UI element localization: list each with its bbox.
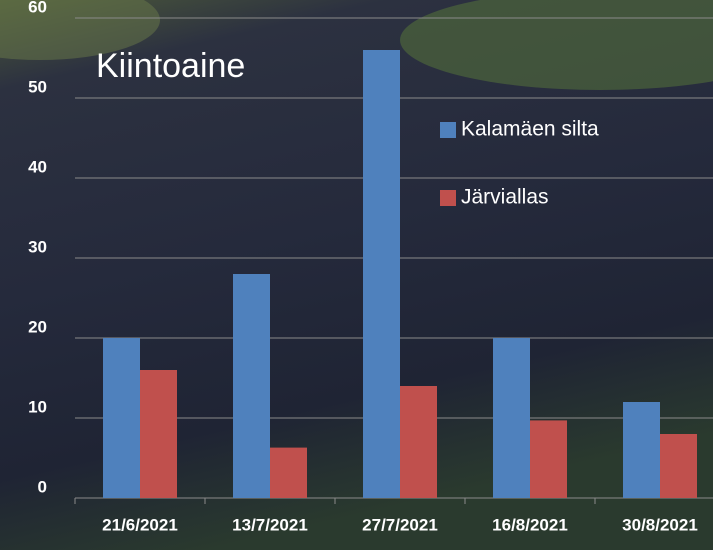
- x-tick-label: 16/8/2021: [492, 515, 568, 534]
- y-tick-label: 10: [28, 397, 47, 416]
- bar: [270, 448, 307, 498]
- bar: [530, 420, 567, 498]
- legend-label: Järviallas: [461, 186, 549, 209]
- bar: [623, 402, 660, 498]
- chart: Kiintoaine 0 10 20 30 40 50 60 21/6/2021 13/7/20…: [0, 0, 713, 550]
- legend-swatch: [440, 122, 456, 138]
- y-tick-label: 30: [28, 237, 47, 256]
- bar: [660, 434, 697, 498]
- x-tick-label: 27/7/2021: [362, 515, 438, 534]
- bar: [233, 274, 270, 498]
- y-tick-label: 50: [28, 77, 47, 96]
- bar: [400, 386, 437, 498]
- legend-swatch: [440, 190, 456, 206]
- y-tick-label: 40: [28, 157, 47, 176]
- legend-label: Kalamäen silta: [461, 118, 599, 141]
- chart-title: Kiintoaine: [96, 47, 245, 85]
- bar: [363, 50, 400, 498]
- x-tick-label: 30/8/2021: [622, 515, 698, 534]
- bar: [140, 370, 177, 498]
- y-tick-label: 0: [38, 477, 47, 496]
- x-tick-label: 21/6/2021: [102, 515, 178, 534]
- y-tick-label: 20: [28, 317, 47, 336]
- x-tick-label: 13/7/2021: [232, 515, 308, 534]
- y-tick-label: 60: [28, 0, 47, 16]
- bar: [103, 338, 140, 498]
- bar: [493, 338, 530, 498]
